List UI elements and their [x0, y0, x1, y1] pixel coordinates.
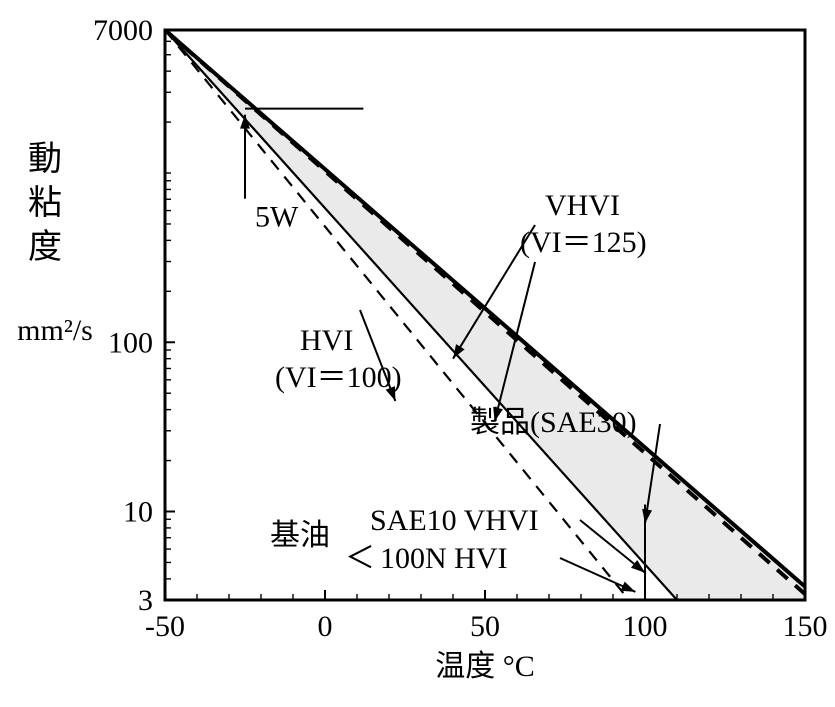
label-product: 製品(SAE30) [470, 406, 637, 439]
x-tick-label: 0 [318, 610, 333, 643]
label-5w: 5W [255, 201, 299, 234]
label-baseoil-lt: ＜ [345, 542, 375, 575]
label-vhvi-sub: (VI＝125) [520, 226, 647, 259]
label-baseoil-a1: SAE10 VHVI [370, 504, 539, 537]
label-baseoil: 基油 [270, 519, 330, 552]
y-tick-label: 7000 [93, 14, 153, 47]
y-axis-unit: mm²/s [17, 314, 93, 347]
y-axis-title-char: 動 [28, 141, 62, 178]
x-tick-label: 150 [783, 610, 828, 643]
x-tick-label: 100 [623, 610, 668, 643]
label-vhvi: VHVI [545, 189, 620, 222]
chart-container: -50050100150温度 °C3101007000動粘度mm²/s5WVHV… [0, 0, 835, 707]
label-baseoil-a2: 100N HVI [380, 542, 508, 575]
y-axis-title-char: 度 [28, 228, 62, 266]
viscosity-temperature-chart: -50050100150温度 °C3101007000動粘度mm²/s5WVHV… [0, 0, 835, 707]
arrow-baseoil-hvi-head [621, 582, 636, 592]
x-axis-title: 温度 °C [435, 650, 535, 683]
y-tick-label: 10 [123, 496, 153, 529]
x-tick-label: 50 [470, 610, 500, 643]
label-hvi: HVI [300, 324, 353, 357]
y-tick-label: 100 [108, 326, 153, 359]
y-tick-label: 3 [138, 584, 153, 617]
y-axis-title-char: 粘 [28, 184, 62, 222]
